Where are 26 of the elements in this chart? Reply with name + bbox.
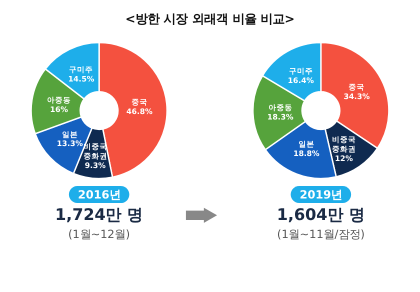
slice-label: 구미주 [288,66,313,76]
text: 1,724만 명 [54,205,144,224]
slice-label: 구미주 [69,65,94,74]
data-label: 18.8% [293,149,320,158]
text: 2019년 [300,187,342,202]
text: (1월~11월/잠정) [277,226,365,241]
slice-label: 일본 [298,140,314,149]
data-label: 18.3% [267,112,294,122]
data-label: 14.5% [68,74,95,84]
slice-label: 아중동 [47,95,72,104]
data-label: 34.3% [344,92,370,101]
text: (1월~12월) [68,226,130,241]
text: <방한 시장 외래객 비율 비교> [125,12,295,26]
data-label: 16% [50,104,68,114]
slice-label: 중국 [131,98,148,107]
slice-label: 일본 [62,130,78,139]
data-label: 9.3% [84,160,106,170]
data-label: 46.8% [126,107,154,116]
data-label: 13.3% [56,139,84,148]
slice-label: 중국 [348,82,365,92]
text: 1,604만 명 [276,205,366,224]
data-label: 16.4% [288,76,314,85]
slice-label: 비중국 중화권 [332,135,356,154]
slice-label: 아중동 [268,103,292,112]
data-label: 12% [334,154,354,163]
text: 2016년 [78,187,120,202]
